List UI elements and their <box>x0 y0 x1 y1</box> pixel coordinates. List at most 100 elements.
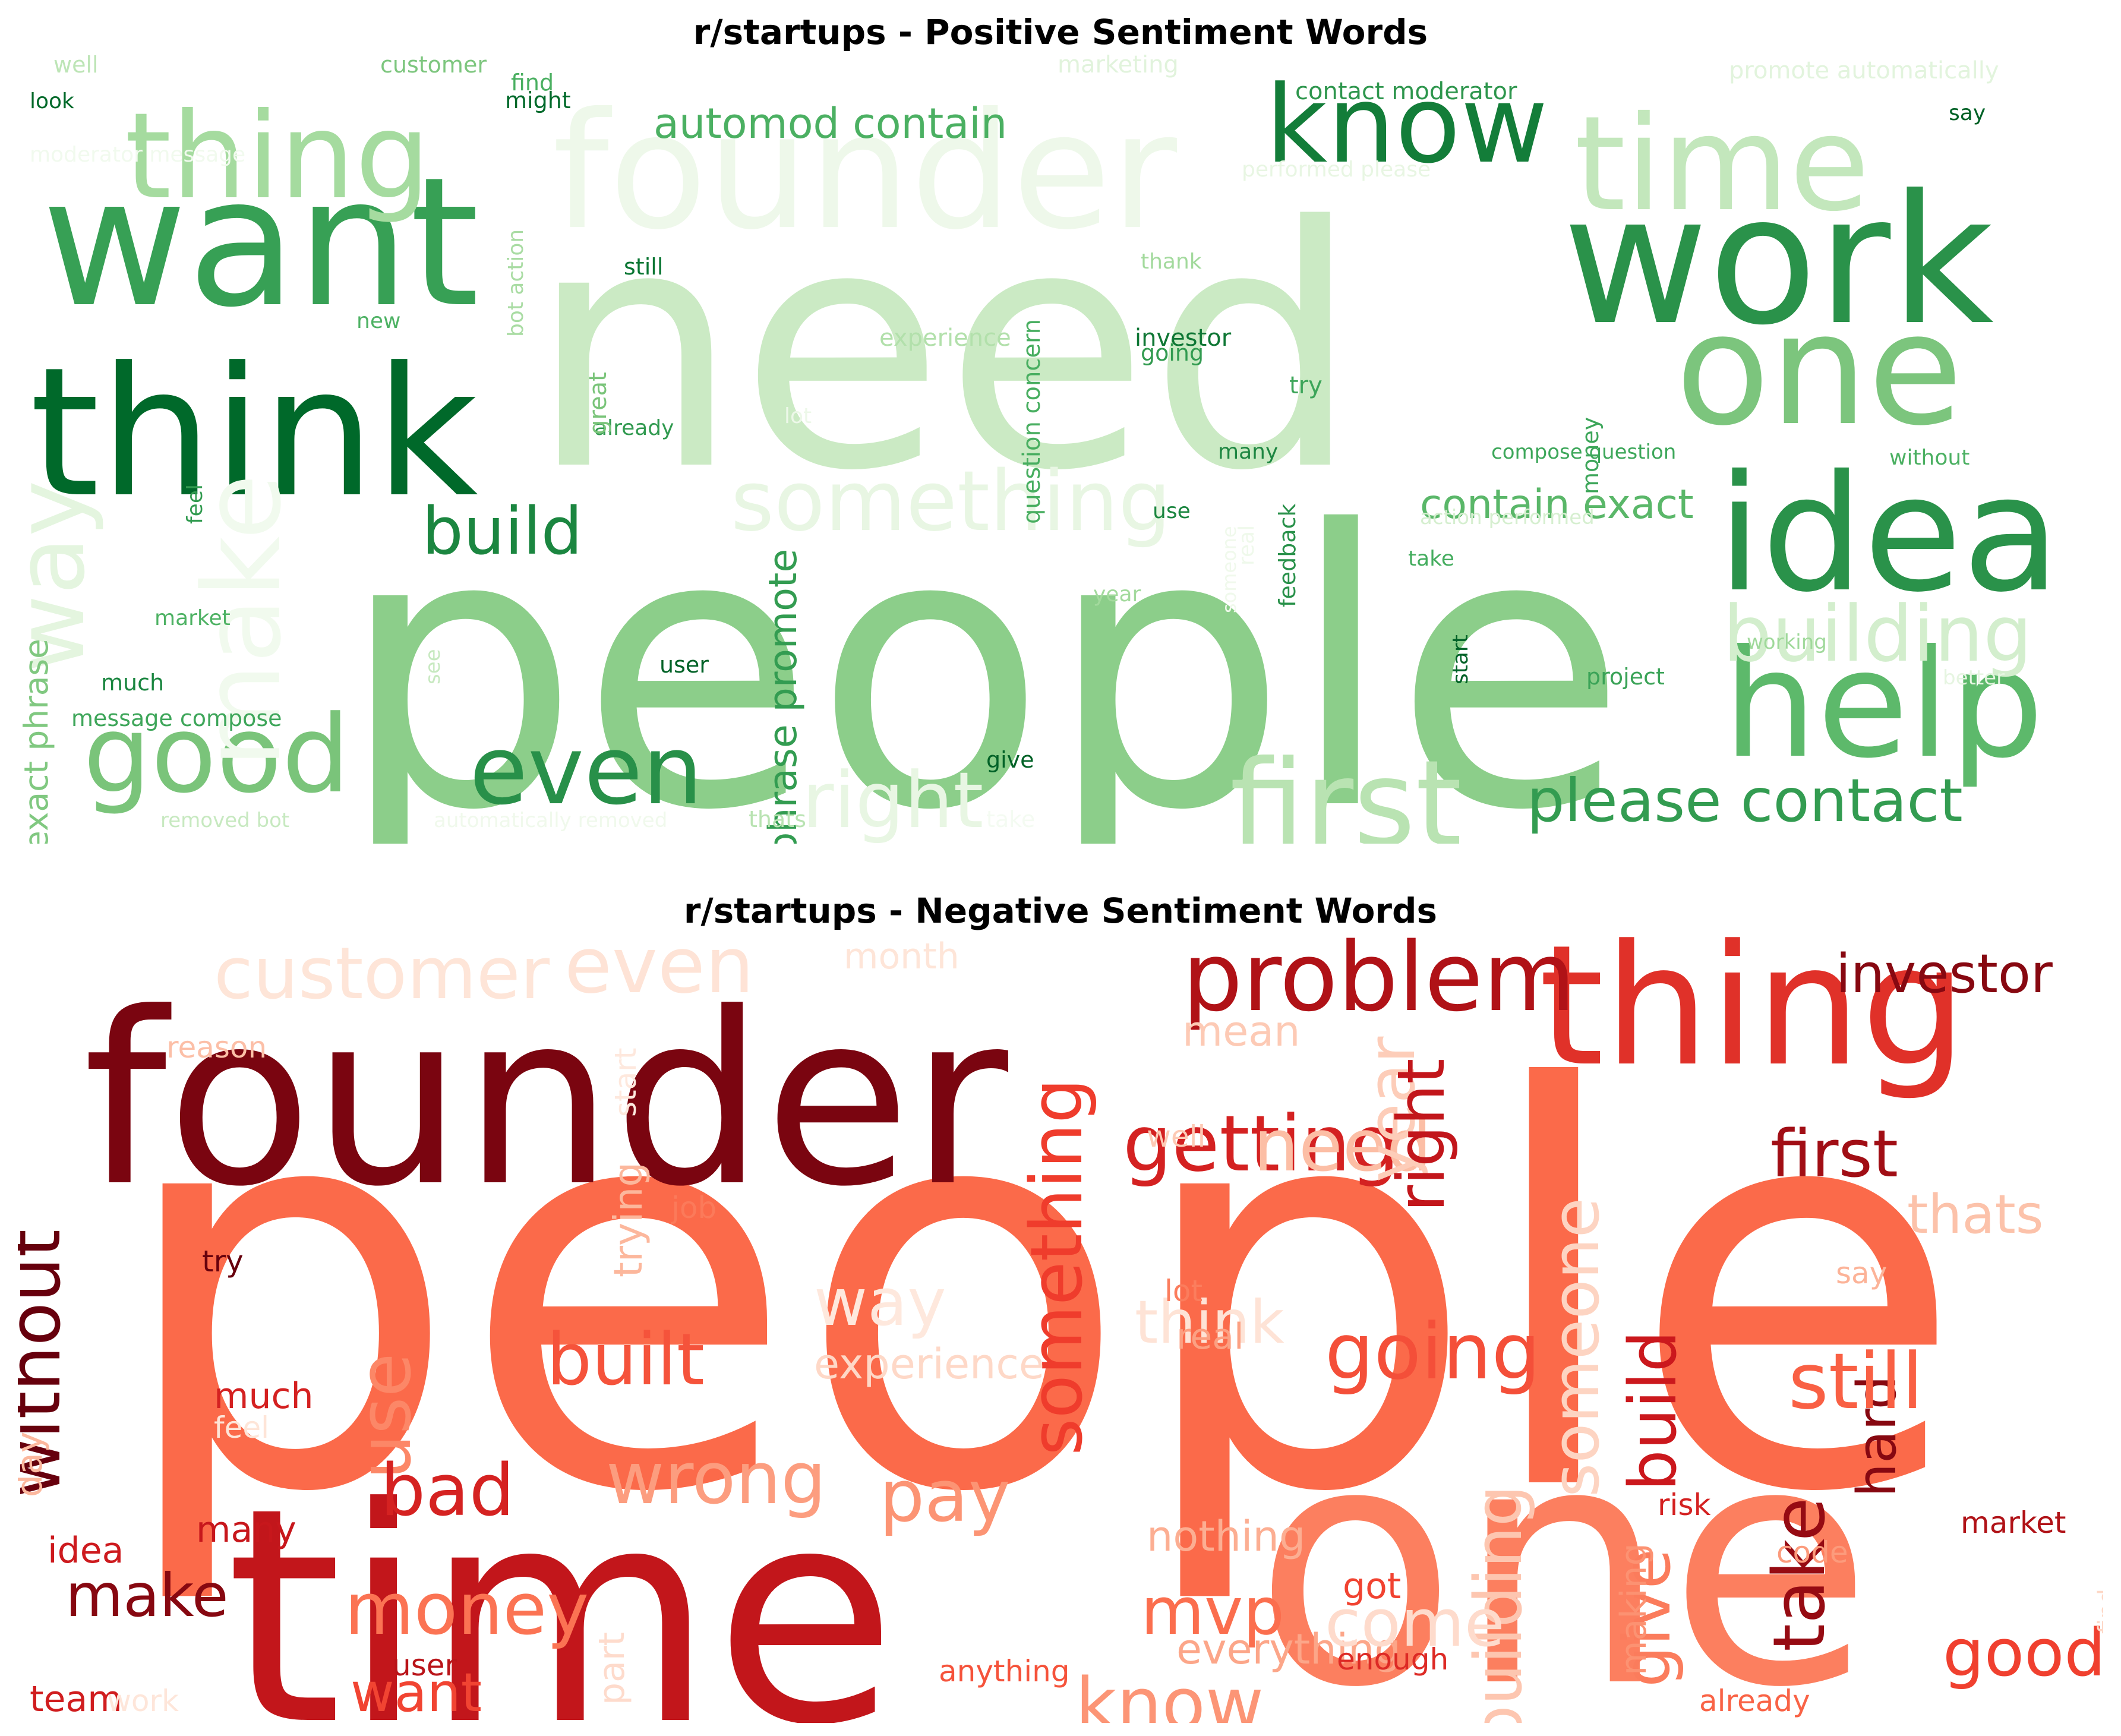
neg-word-money: money <box>345 1568 589 1651</box>
pos-word-performed-please: performed please <box>1242 157 1431 182</box>
neg-word-well: well <box>1147 1119 1205 1154</box>
neg-word-hard: hard <box>1846 1375 1908 1497</box>
pos-word-new: new <box>356 309 400 333</box>
neg-word-problem: problem <box>1182 933 1576 1033</box>
pos-word-contain-exact: contain exact <box>1420 481 1694 528</box>
neg-word-find: find <box>2094 1589 2103 1634</box>
negative-cloud-title: r/startups - Negative Sentiment Words <box>683 891 1438 931</box>
pos-word-promote-automatically: promote automatically <box>1729 57 1999 84</box>
pos-word-someone: someone <box>1218 526 1241 613</box>
pos-word-automatically-removed: automatically removed <box>434 809 667 832</box>
pos-word-real: real <box>1235 525 1259 566</box>
pos-word-automod-contain: automod contain <box>654 99 1007 148</box>
neg-word-built: built <box>547 1319 705 1402</box>
neg-word-building: building <box>1460 1485 1536 1723</box>
neg-word-lot: lot <box>1164 1274 1202 1308</box>
neg-word-year: year <box>1353 1036 1429 1182</box>
pos-word-take: take <box>1408 547 1454 571</box>
neg-word-use: use <box>345 1353 427 1479</box>
neg-word-many: many <box>196 1509 296 1551</box>
neg-word-idea: idea <box>48 1530 124 1571</box>
pos-word-take: take <box>986 806 1035 832</box>
pos-word-find: find <box>511 70 554 96</box>
neg-word-think: think <box>1135 1287 1284 1357</box>
positive-cloud-title: r/startups - Positive Sentiment Words <box>693 12 1428 52</box>
pos-word-right: right <box>802 755 983 844</box>
neg-word-make: make <box>65 1561 229 1630</box>
pos-word-even: even <box>469 715 703 826</box>
negative-word-cloud: people founder time one thing problem investor… <box>18 933 2103 1723</box>
pos-word-market: market <box>154 606 231 630</box>
neg-word-say: say <box>1836 1256 1887 1290</box>
pos-word-already: already <box>594 416 674 440</box>
neg-word-time: time <box>226 1444 897 1723</box>
pos-word-build: build <box>422 493 583 569</box>
pos-word-moderator-message: moderator message <box>30 143 245 167</box>
neg-word-work: work <box>107 1684 179 1718</box>
neg-word-everything: everything <box>1176 1625 1401 1674</box>
neg-word-team: team <box>30 1678 122 1720</box>
pos-word-many: many <box>1218 440 1278 464</box>
positive-word-cloud: people need founder want think work thing time o… <box>18 55 2103 844</box>
neg-word-investor: investor <box>1836 943 2053 1005</box>
neg-word-try: try <box>202 1244 244 1279</box>
pos-word-make: make <box>181 474 305 768</box>
pos-word-try: try <box>1289 372 1323 399</box>
neg-word-come: come <box>1325 1585 1505 1661</box>
pos-word-going: going <box>1141 340 1204 366</box>
pos-word-founder: founder <box>553 78 1179 265</box>
neg-word-build: build <box>1615 1331 1691 1492</box>
neg-word-need: need <box>1254 1105 1432 1188</box>
pos-word-might: might <box>505 87 571 113</box>
neg-word-reason: reason <box>166 1030 267 1065</box>
pos-word-use: use <box>1153 499 1191 523</box>
pos-word-marketing: marketing <box>1058 55 1179 78</box>
pos-word-investor: investor <box>1135 324 1232 352</box>
pos-word-user: user <box>659 652 709 678</box>
neg-word-real: real <box>1176 1316 1244 1358</box>
pos-word-idea: idea <box>1717 440 2060 627</box>
neg-word-job: job <box>671 1191 717 1225</box>
neg-word-still: still <box>1788 1336 1923 1426</box>
pos-word-good: good <box>83 693 350 817</box>
pos-word-exact-phrase: exact phrase <box>18 639 55 844</box>
neg-word-getting: getting <box>1123 1099 1399 1189</box>
neg-word-bad: bad <box>380 1450 515 1532</box>
pos-word-customer: customer <box>380 55 487 78</box>
neg-word-one: one <box>1254 1373 1873 1723</box>
neg-word-without: without <box>18 1229 77 1497</box>
neg-word-start: start <box>608 1048 643 1117</box>
neg-word-pay: pay <box>879 1456 1011 1538</box>
neg-word-someone: someone <box>1538 1198 1614 1497</box>
neg-word-something: something <box>1016 1078 1099 1456</box>
pos-word-building: building <box>1723 589 2032 679</box>
pos-word-feedback: feedback <box>1274 503 1301 607</box>
neg-word-give: give <box>1609 1549 1685 1687</box>
pos-word-give: give <box>986 747 1034 773</box>
pos-word-think: think <box>30 329 478 536</box>
pos-word-thank: thank <box>1141 250 1202 274</box>
neg-word-much: much <box>214 1375 314 1417</box>
pos-word-experience: experience <box>879 324 1011 352</box>
neg-word-want: want <box>351 1662 482 1723</box>
neg-word-nothing: nothing <box>1147 1512 1305 1561</box>
pos-word-need: need <box>529 156 1360 544</box>
neg-word-know: know <box>1075 1664 1264 1723</box>
pos-word-start: start <box>1448 635 1473 684</box>
neg-word-going: going <box>1325 1306 1541 1397</box>
pos-word-want: want <box>42 139 479 346</box>
pos-word-thing: thing <box>125 87 430 226</box>
pos-word-thats: thats <box>749 806 806 832</box>
pos-word-first: first <box>1230 735 1462 844</box>
neg-word-market: market <box>1961 1505 2066 1540</box>
pos-word-project: project <box>1586 664 1665 690</box>
neg-word-founder: founder <box>83 962 1011 1239</box>
neg-word-making: making <box>1613 1543 1655 1675</box>
pos-word-lot: lot <box>784 404 812 428</box>
pos-word-much: much <box>101 670 164 696</box>
pos-word-please-contact: please contact <box>1527 766 1963 835</box>
neg-word-day: day <box>18 1432 50 1497</box>
neg-word-customer: customer <box>214 933 550 1015</box>
pos-word-phrase-promote: phrase promote <box>761 549 806 844</box>
neg-word-way: way <box>814 1264 946 1340</box>
